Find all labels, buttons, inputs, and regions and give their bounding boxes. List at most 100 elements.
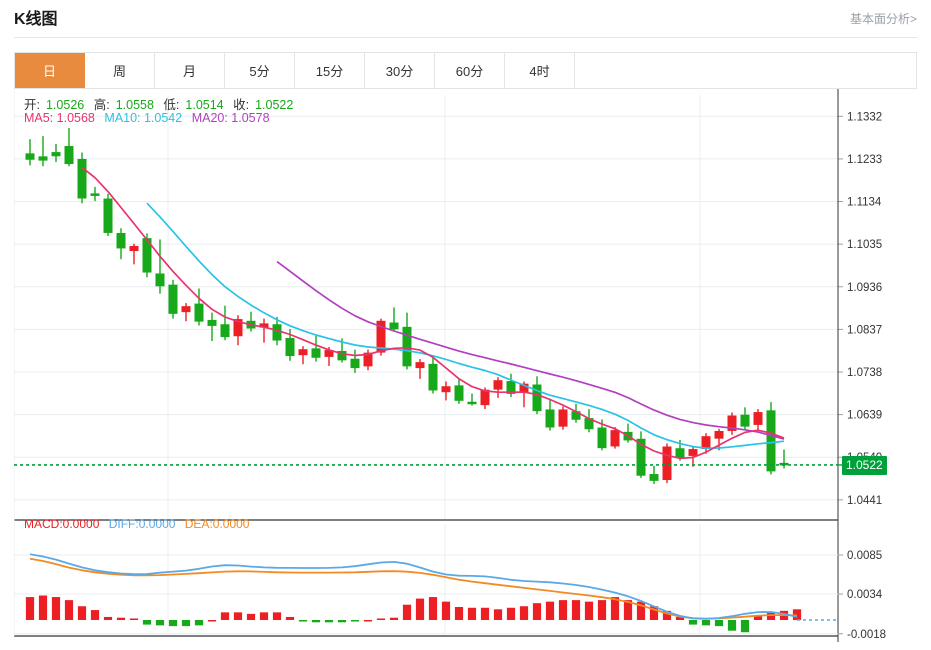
tab-label: 月 (182, 64, 196, 79)
macd-tick-label: 0.0034 (847, 589, 883, 601)
chart-container: 1.1332 1.1233 1.1134 1.1035 1.0936 1.0837 1.07… (14, 89, 917, 642)
macd-histogram-bar (168, 620, 178, 627)
tab-bar-filler (575, 53, 916, 88)
macd-histogram-bar (311, 620, 321, 623)
macd-tick-label: 0.0085 (847, 550, 882, 562)
ma10-value: MA10: 1.0542 (104, 111, 183, 125)
tab-6[interactable]: 30分 (365, 53, 435, 88)
macd-histogram-bar (727, 620, 737, 631)
macd-histogram-bar (389, 617, 399, 620)
macd-histogram-bar (155, 620, 165, 626)
macd-histogram-bar (571, 600, 581, 620)
candle-body (77, 158, 87, 199)
macd-histogram-bar (103, 616, 113, 620)
moving-average-legend: MA5: 1.0568 MA10: 1.0542 MA20: 1.0578 (24, 111, 276, 125)
candle-body (649, 474, 659, 481)
candle-body (207, 319, 217, 326)
page-title: K线图 (14, 11, 58, 28)
open-value: 1.0526 (45, 98, 85, 112)
macd-histogram-bar (51, 597, 61, 620)
macd-histogram-bar (519, 606, 529, 620)
tab-4[interactable]: 5分 (225, 53, 295, 88)
candle-body (714, 431, 724, 439)
macd-histogram-bar (207, 620, 217, 622)
candle-body (233, 319, 243, 337)
page-header: K线图 基本面分析> (0, 0, 931, 38)
macd-histogram-bar (740, 620, 750, 633)
price-tick-label: 1.1233 (847, 154, 882, 166)
macd-histogram-bar (285, 616, 295, 620)
macd-histogram-bar (77, 606, 87, 620)
candle-body (480, 389, 490, 406)
macd-histogram-bar (220, 612, 230, 620)
candle-body (506, 381, 516, 394)
tab-2[interactable]: 周 (85, 53, 155, 88)
tab-7[interactable]: 60分 (435, 53, 505, 88)
macd-histogram-bar (246, 613, 256, 620)
macd-histogram-bar (597, 600, 607, 620)
macd-histogram-bar (753, 615, 763, 620)
macd-histogram-bar (142, 620, 152, 625)
tab-5[interactable]: 15分 (295, 53, 365, 88)
candle-body (610, 430, 620, 447)
ma5-line (81, 166, 785, 460)
tab-label: 60分 (455, 64, 484, 79)
tab-label: 日 (42, 64, 56, 79)
macd-histogram-bar (714, 620, 724, 627)
candle-body (675, 448, 685, 458)
tab-1[interactable]: 日 (15, 53, 85, 88)
candle-body (441, 386, 451, 393)
price-tick-label: 1.1332 (847, 111, 882, 123)
macd-histogram-bar (415, 598, 425, 620)
macd-histogram-bar (675, 616, 685, 620)
price-tick-label: 1.0738 (847, 367, 882, 379)
fundamental-analysis-link[interactable]: 基本面分析> (849, 12, 917, 26)
tab-label: 15分 (315, 64, 344, 79)
macd-histogram-bar (441, 601, 451, 620)
candle-body (181, 306, 191, 313)
candle-body (545, 409, 555, 428)
open-label: 开: (24, 98, 40, 112)
low-label: 低: (163, 98, 180, 112)
macd-histogram-bar (272, 612, 282, 620)
tab-8[interactable]: 4时 (505, 53, 575, 88)
macd-histogram-bar (545, 601, 555, 620)
candle-body (272, 324, 282, 341)
macd-histogram-bar (454, 607, 464, 620)
candle-body (454, 385, 464, 401)
candle-body (337, 350, 347, 361)
candle-body (701, 436, 711, 450)
candle-body (753, 412, 763, 425)
macd-histogram-bar (766, 612, 776, 620)
macd-histogram-bar (233, 612, 243, 620)
candle-body (25, 153, 35, 160)
candle-body (155, 273, 165, 287)
macd-histogram-bar (298, 620, 308, 622)
candle-body (103, 198, 113, 233)
price-tick-label: 1.1035 (847, 239, 882, 251)
macd-histogram-bar (259, 612, 269, 620)
candle-body (285, 338, 295, 357)
tab-label: 5分 (249, 64, 270, 79)
candle-body (220, 324, 230, 338)
macd-histogram-bar (688, 620, 698, 625)
candle-body (558, 409, 568, 427)
candle-body (766, 410, 776, 472)
tab-3[interactable]: 月 (155, 53, 225, 88)
macd-histogram-bar (38, 595, 48, 620)
candle-body (350, 358, 360, 369)
macd-histogram-bar (194, 620, 204, 626)
candle-body (415, 362, 425, 369)
kline-chart-svg[interactable]: 1.1332 1.1233 1.1134 1.1035 1.0936 1.0837 1.07… (14, 89, 917, 642)
price-tick-label: 1.0837 (847, 324, 882, 336)
macd-histogram-bar (90, 610, 100, 620)
close-label: 收: (233, 98, 250, 112)
macd-histogram-bar (701, 620, 711, 626)
macd-histogram-bar (636, 601, 646, 620)
current-price-tag: 1.0522 (842, 455, 887, 475)
ohlc-legend: 开: 1.0526 高: 1.0558 低: 1.0514 收: 1.0522 (24, 94, 299, 113)
candle-body (194, 303, 204, 322)
macd-histogram-bar (649, 606, 659, 620)
candle-body (168, 284, 178, 314)
candle-body (311, 348, 321, 358)
